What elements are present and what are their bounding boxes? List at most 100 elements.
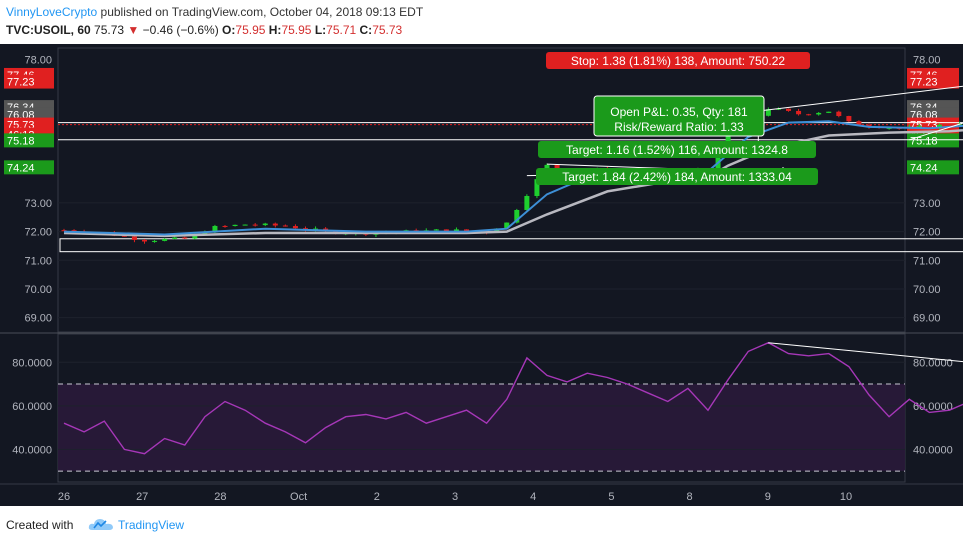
tradingview-link[interactable]: TradingView [118,518,185,532]
high-label: H: [268,23,282,37]
time-tick-label: 8 [687,491,693,503]
price-label-right: 77.23 [910,77,938,89]
time-tick-label: 10 [840,491,852,503]
candle-up [775,108,781,110]
candle-up [514,209,520,223]
candle-down [282,225,288,227]
candle-down [61,230,67,232]
target2-label: Target: 1.84 (2.42%) 184, Amount: 1333.0… [562,170,792,184]
candle-down [272,223,278,226]
risk-reward-label: Risk/Reward Ratio: 1.33 [614,120,744,134]
price-label-left: 75.73 [7,120,35,132]
price-label-box-left [4,160,54,175]
symbol-name: TVC:USOIL, 60 [6,23,91,37]
candle-down [142,239,147,242]
price-label-right: 75.73 [910,120,938,132]
close-label: C: [359,23,373,37]
target2-label-box[interactable] [536,168,818,185]
price-tick-label-right: 73.00 [913,198,941,210]
candle-up [172,237,178,239]
down-arrow-icon: ▼ [127,23,140,37]
time-tick-label: Oct [290,491,307,503]
rsi-tick-label-left: 60.0000 [12,401,52,413]
candle-down [222,225,228,227]
price-tick-label-right: 69.00 [913,313,941,325]
candle-up [765,109,771,116]
candle-up [433,229,439,231]
tradingview-cloud-icon [88,519,113,530]
author-link[interactable]: VinnyLoveCrypto [6,5,98,19]
open-label: O: [222,23,236,37]
time-tick-label: 28 [214,491,226,503]
price-label-box-right [907,74,959,89]
candle-up [192,234,198,239]
price-tick-label-right: 70.00 [913,284,941,296]
candle-down [846,116,852,122]
candle-up [715,151,721,171]
time-tick-label: 27 [136,491,148,503]
stop-label-box[interactable] [546,52,810,69]
rsi-line [63,341,963,455]
candles-group [61,107,963,244]
price-tick-label-left: 71.00 [24,255,52,267]
price-label-left: 77.23 [7,77,35,89]
target1-label-box[interactable] [538,141,816,158]
time-tick-label: 3 [452,491,458,503]
candle-down [292,226,298,229]
support-zone-box[interactable] [59,238,963,253]
publish-line: VinnyLoveCrypto published on TradingView… [6,5,423,19]
price-tick-label-left: 70.00 [24,284,52,296]
last-price: 75.73 [94,23,125,37]
high-value: 75.95 [281,23,312,37]
rsi-divergence-line[interactable] [768,342,963,371]
low-value: 75.71 [326,23,357,37]
chart-header: VinnyLoveCrypto published on TradingView… [0,0,963,44]
target1-label-group[interactable]: Target: 1.16 (1.52%) 116, Amount: 1324.8 [538,141,816,158]
symbol-line: TVC:USOIL, 60 75.73 ▼ −0.46 (−0.6%) O: 75… [6,23,402,37]
stop-label-group[interactable]: Stop: 1.38 (1.81%) 138, Amount: 750.22 [546,52,810,69]
ma-slow-line [63,128,963,238]
rsi-tick-label-right: 80.0000 [913,357,953,369]
candle-down [464,229,469,231]
price-tick-label-right: 71.00 [913,255,941,267]
price-tick-label-left: 72.00 [24,227,52,239]
candle-up [886,127,892,129]
candle-up [152,240,158,242]
candle-up [916,125,922,127]
candle-down [866,124,872,127]
price-pane-frame [57,47,906,333]
candle-down [131,236,137,240]
candle-up [262,223,268,226]
publish-info: published on TradingView.com, October 04… [100,5,424,19]
rsi-tick-label-left: 40.0000 [12,444,52,456]
open-pnl-label: Open P&L: 0.35, Qty: 181 [610,105,748,119]
time-tick-label: 26 [58,491,70,503]
price-tick-label-right: 78.00 [913,54,941,66]
candle-up [232,224,238,226]
candle-up [534,179,540,196]
candle-down [554,164,560,169]
created-with-text: Created with [6,518,74,532]
price-label-right: 75.18 [910,135,938,147]
open-pnl-box[interactable] [593,95,765,137]
time-tick-label: 4 [530,491,536,503]
candle-down [947,124,952,126]
rsi-band-fill [58,384,905,472]
rising-trend-line[interactable] [909,105,963,141]
chart-area[interactable]: 78.00 78.00 73.00 73.00 72.00 72.00 71.00 71.00… [0,44,963,506]
candle-down [786,108,791,111]
rsi-tick-label-right: 60.0000 [913,401,953,413]
ma-fast-line [63,120,963,236]
target1-label: Target: 1.16 (1.52%) 116, Amount: 1324.8 [566,143,788,157]
price-change: −0.46 (−0.6%) [142,23,219,37]
price-tick-label-left: 69.00 [24,313,52,325]
candle-up [494,228,500,233]
chart-canvas[interactable]: 78.00 78.00 73.00 73.00 72.00 72.00 71.00 71.00… [0,44,963,506]
candle-up [936,124,942,129]
candle-down [926,125,932,129]
candle-down [836,111,842,117]
price-label-box-right [907,160,959,175]
target2-label-group[interactable]: Target: 1.84 (2.42%) 184, Amount: 1333.0… [536,168,818,185]
footer: Created with TradingView [0,506,963,543]
upper-trend-line[interactable] [758,78,963,112]
